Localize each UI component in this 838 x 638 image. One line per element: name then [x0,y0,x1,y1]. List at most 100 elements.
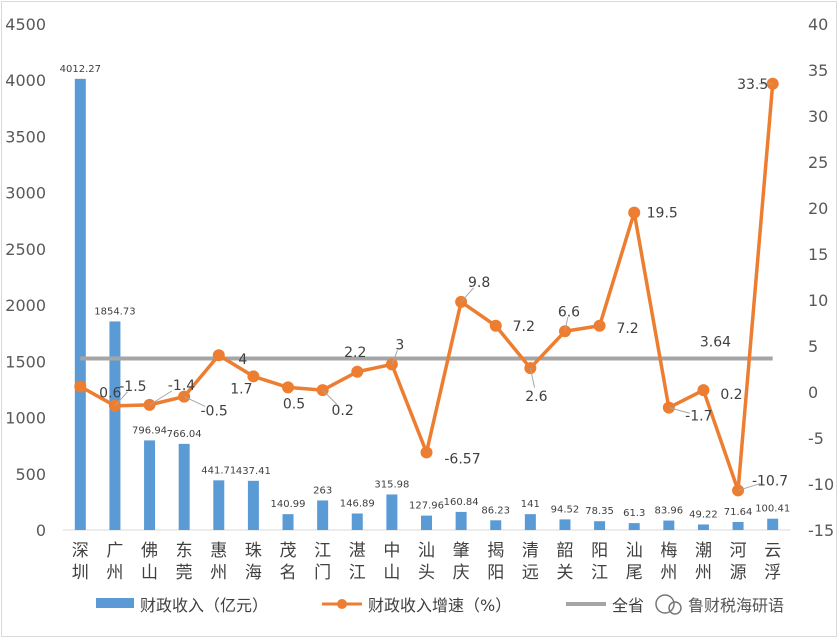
growth-data-label: -1.7 [685,409,712,425]
growth-data-label: 7.2 [616,321,638,337]
category-label: 庆 [453,563,470,583]
bar [524,514,536,530]
bar-data-label: 315.98 [374,479,409,490]
y-left-tick-label: 0 [36,521,46,540]
y-right-tick-label: 5 [808,337,818,356]
category-label: 头 [418,563,435,583]
bar [421,515,432,530]
category-label: 清 [522,541,539,561]
growth-point [74,380,87,393]
growth-label-leader [564,317,569,332]
y-right-tick-label: 10 [808,291,828,310]
category-labels-layer: 深圳广州佛山东莞惠州珠海茂名江门湛江中山汕头肇庆揭阳清远韶关阳江汕尾梅州潮州河源… [72,541,781,583]
bar [559,519,571,530]
watermark-icon [655,594,675,614]
bar-data-label: 94.52 [551,504,580,515]
growth-data-label: -10.7 [752,473,788,489]
category-label: 州 [106,563,123,583]
category-label: 阳 [591,541,608,561]
bar-data-label: 71.64 [724,507,753,518]
growth-point [247,370,260,383]
bar [351,513,363,530]
bar-data-label: 1854.73 [94,306,135,317]
legend-line-marker [337,599,347,609]
y-left-tick-label: 500 [15,465,46,484]
growth-data-label: -1.4 [168,378,195,394]
y-left-tick-label: 2000 [5,296,46,315]
category-label: 梅 [660,541,677,561]
bar [213,480,225,530]
category-label: 江 [349,563,366,583]
bar-data-label: 766.04 [167,429,202,440]
bar-data-label: 140.99 [271,499,306,510]
category-label: 尾 [626,563,643,583]
bar-data-label: 127.96 [409,501,444,512]
growth-point [212,349,225,362]
category-label: 阳 [487,563,504,583]
legend-label-revenue: 财政收入（亿元） [140,596,268,615]
growth-data-label: 4 [238,352,247,368]
bar-data-label: 160.84 [444,497,479,508]
y-right-tick-label: 15 [808,245,828,264]
growth-data-label: 7.2 [513,319,535,335]
bar [178,443,190,530]
category-label: 深 [72,541,89,561]
growth-line-layer: 0.6-1.5 -1.4 -0.5 4 1.7 0.5 0.2 2.2 3 -6.57 9.8 7.2… [74,77,788,497]
bar-data-label: 437.41 [236,466,271,477]
growth-point [593,319,606,332]
growth-point [697,384,710,397]
growth-data-label: 19.5 [647,206,678,222]
category-label: 莞 [176,563,193,583]
category-label: 珠 [245,541,262,561]
growth-label-leader [183,396,206,407]
bar [732,521,744,530]
bar-data-label: 146.89 [340,498,375,509]
growth-label-leader [149,390,173,406]
growth-data-label: 33.5 [737,77,768,93]
bar-data-label: 61.3 [623,508,645,519]
category-label: 圳 [72,563,89,583]
bar-data-label: 263 [313,485,332,496]
axes-layer: 0 500 1000 1500 2000 2500 3000 3500 4000 4500 -15 -… [5,15,834,540]
growth-point [420,446,433,459]
legend-bar-swatch [96,598,134,608]
bar [386,494,398,530]
category-label: 山 [141,563,158,583]
category-label: 源 [730,563,747,583]
growth-data-label: 1.7 [230,381,252,397]
legend: 财政收入（亿元） 财政收入增速（%） 全省 [96,596,644,615]
bar-data-label: 4012.27 [60,64,101,75]
category-label: 江 [591,563,608,583]
growth-point [628,206,641,219]
bar [490,520,502,530]
growth-data-label: -0.5 [201,404,228,420]
province-line-layer: 3.64 [80,335,773,361]
category-label: 山 [383,563,400,583]
bar [663,520,675,530]
growth-data-label: 0.2 [720,387,742,403]
growth-data-label: 2.2 [344,345,366,361]
category-label: 茂 [280,541,297,561]
category-label: 门 [314,563,331,583]
growth-label-leader [529,367,536,388]
bar [282,514,294,530]
category-label: 揭 [487,541,504,561]
y-left-tick-label: 4000 [5,71,46,90]
watermark-icon-dot [668,601,682,615]
bar-data-label: 83.96 [655,506,684,517]
bar-data-label: 141 [521,499,540,510]
growth-label-leader [391,350,398,365]
watermark-text: 鲁财税海研语 [688,596,784,615]
y-right-tick-label: 35 [808,61,828,80]
bar [109,321,121,530]
y-right-tick-label: 40 [808,15,828,34]
category-label: 中 [383,541,400,561]
bar [767,518,779,530]
bar-series-layer: 4012.27 1854.73 796.94 766.04 441.71 437.41 14… [60,64,790,530]
y-left-tick-label: 4500 [5,15,46,34]
y-left-tick-label: 2500 [5,240,46,259]
growth-data-label: 0.6 [99,385,121,401]
legend-label-province: 全省 [612,596,644,615]
growth-data-label: -1.5 [119,379,146,395]
